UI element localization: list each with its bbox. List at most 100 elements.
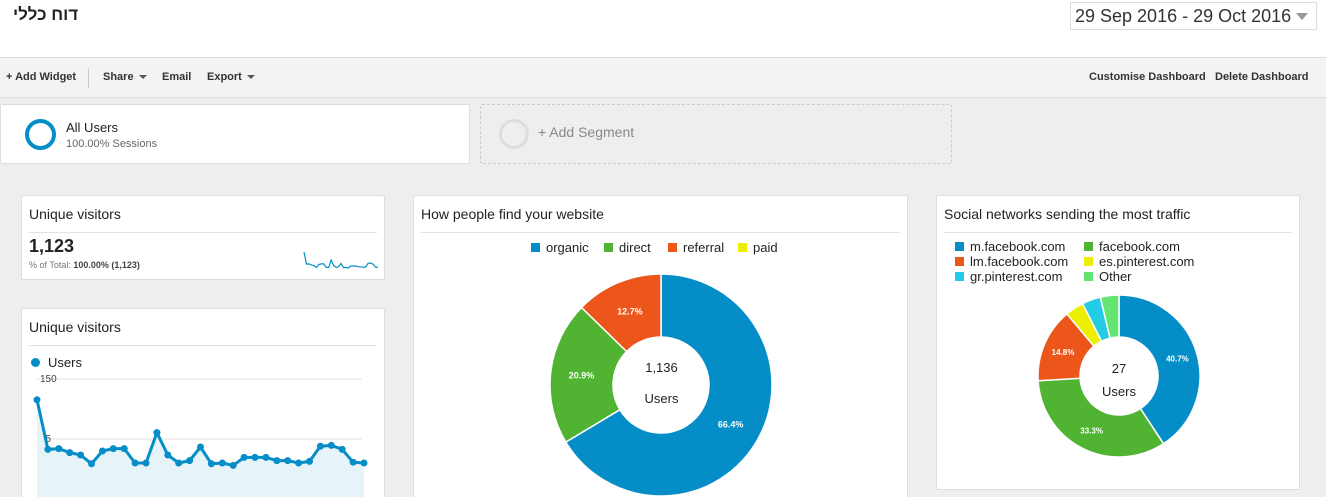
- share-button[interactable]: Share: [103, 71, 147, 83]
- customise-dashboard-button[interactable]: Customise Dashboard: [1089, 71, 1206, 83]
- export-button[interactable]: Export: [207, 71, 255, 83]
- legend-swatch: [531, 243, 540, 252]
- data-point: [338, 445, 346, 453]
- traffic-donut-chart: 66.4% 20.9% 12.7%: [549, 273, 773, 497]
- donut-center-label: Users: [644, 391, 679, 406]
- widget-social-networks: Social networks sending the most traffic…: [936, 195, 1300, 490]
- widget-title: Unique visitors: [29, 206, 121, 222]
- data-point: [44, 445, 52, 453]
- sparkline: [303, 251, 379, 269]
- data-point: [164, 451, 172, 459]
- widget-title: Unique visitors: [29, 319, 121, 335]
- widget-divider: [29, 345, 377, 346]
- legend-swatch: [955, 272, 964, 281]
- slice-value-label: 66.4%: [718, 419, 744, 429]
- data-point: [349, 458, 357, 466]
- social-donut-chart: 40.7% 33.3% 14.8%: [1037, 294, 1201, 458]
- widget-divider: [421, 232, 900, 233]
- legend-label: m.facebook.com: [970, 239, 1066, 254]
- data-point: [229, 461, 237, 469]
- legend-item-referral[interactable]: referral: [668, 240, 724, 255]
- add-widget-button[interactable]: + Add Widget: [6, 71, 77, 83]
- slice-value-label: 12.7%: [617, 306, 643, 316]
- donut-slice-m-facebook-com: [1118, 294, 1201, 445]
- data-point: [153, 429, 161, 437]
- data-point: [316, 442, 324, 450]
- timeline-chart: 15075: [33, 374, 368, 497]
- data-point: [327, 441, 335, 449]
- segment-sessions: 100.00% Sessions: [66, 138, 158, 150]
- legend-label: facebook.com: [1099, 239, 1180, 254]
- legend-label: es.pinterest.com: [1099, 254, 1195, 269]
- legend-label: gr.pinterest.com: [970, 269, 1063, 284]
- toolbar-divider: [88, 68, 89, 88]
- sparkline-series: [303, 251, 379, 269]
- add-segment-label: + Add Segment: [538, 124, 635, 140]
- data-point: [186, 457, 194, 465]
- donut-slice-other: [1099, 294, 1120, 339]
- donut-slice-direct: [549, 306, 628, 444]
- legend-item-direct[interactable]: direct: [604, 240, 651, 255]
- legend-label: direct: [619, 240, 651, 255]
- data-point: [207, 460, 215, 468]
- widget-divider: [29, 232, 377, 233]
- legend-swatch: [668, 243, 677, 252]
- data-point: [295, 459, 303, 467]
- legend-item-m-facebook[interactable]: m.facebook.com: [955, 239, 1065, 254]
- legend-swatch: [1084, 242, 1093, 251]
- legend-item-gr-pinterest[interactable]: gr.pinterest.com: [955, 269, 1063, 284]
- legend-label: Users: [48, 355, 82, 370]
- legend-item-organic[interactable]: organic: [531, 240, 589, 255]
- pct-prefix: % of Total:: [29, 260, 71, 270]
- y-tick-label: 150: [40, 374, 57, 385]
- data-point: [33, 396, 41, 404]
- chevron-down-icon: [246, 75, 255, 80]
- data-point: [218, 459, 226, 467]
- date-range-picker[interactable]: 29 Sep 2016 - 29 Oct 2016: [1070, 2, 1317, 30]
- legend-item-facebook[interactable]: facebook.com: [1084, 239, 1180, 254]
- data-point: [284, 457, 292, 465]
- legend-swatch: [955, 242, 964, 251]
- legend-swatch: [604, 243, 613, 252]
- legend-label: paid: [753, 240, 778, 255]
- slice-value-label: 20.9%: [569, 371, 595, 381]
- segment-all-users[interactable]: All Users 100.00% Sessions: [0, 104, 470, 164]
- widget-divider: [944, 232, 1292, 233]
- legend-label: Other: [1099, 269, 1132, 284]
- widget-title: Social networks sending the most traffic: [944, 206, 1191, 222]
- legend-item-users[interactable]: Users: [31, 355, 82, 370]
- donut-slice-organic: [564, 273, 773, 497]
- data-point: [251, 453, 259, 461]
- metric-percent-of-total: % of Total: 100.00% (1,123): [29, 260, 140, 270]
- data-point: [262, 453, 270, 461]
- legend-swatch: [738, 243, 747, 252]
- data-point: [360, 459, 368, 467]
- legend-item-other[interactable]: Other: [1084, 269, 1132, 284]
- data-point: [197, 443, 204, 451]
- data-point: [66, 449, 74, 457]
- slice-value-label: 14.8%: [1052, 348, 1075, 357]
- legend-item-paid[interactable]: paid: [738, 240, 778, 255]
- data-point: [88, 460, 95, 468]
- pct-value: 100.00% (1,123): [73, 260, 140, 270]
- legend-swatch: [955, 257, 964, 266]
- donut-center-label: Users: [1102, 384, 1136, 399]
- email-button[interactable]: Email: [162, 71, 192, 83]
- data-point: [98, 447, 106, 455]
- data-point: [109, 445, 117, 453]
- data-point: [175, 459, 183, 467]
- dashboard-toolbar: + Add Widget Share Email Export Customis…: [0, 58, 1326, 98]
- legend-item-es-pinterest[interactable]: es.pinterest.com: [1084, 254, 1194, 269]
- slice-value-label: 33.3%: [1080, 427, 1103, 436]
- data-point: [77, 451, 85, 459]
- donut-center-value: 27: [1111, 361, 1127, 376]
- delete-dashboard-button[interactable]: Delete Dashboard: [1215, 71, 1309, 83]
- data-point: [55, 445, 63, 453]
- legend-item-lm-facebook[interactable]: lm.facebook.com: [955, 254, 1068, 269]
- add-segment-button[interactable]: + Add Segment: [480, 104, 952, 164]
- donut-slice-referral: [580, 273, 662, 353]
- legend-label: referral: [683, 240, 725, 255]
- widget-traffic-sources: How people find your website organic dir…: [413, 195, 908, 497]
- widget-timeline: Unique visitors Users 15075: [21, 308, 385, 497]
- widget-title: How people find your website: [421, 206, 604, 222]
